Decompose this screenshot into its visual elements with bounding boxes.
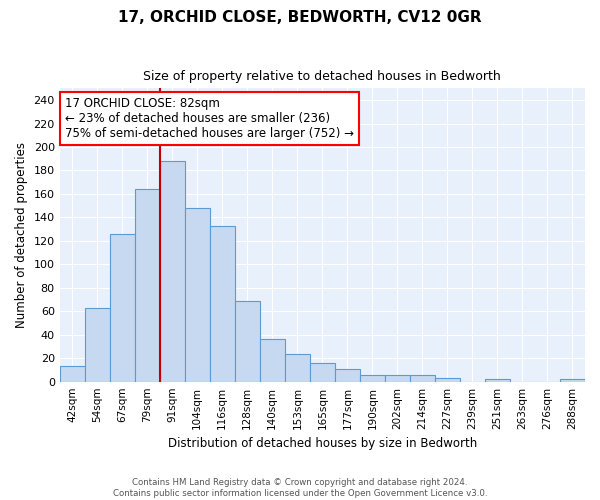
Bar — [85, 308, 110, 382]
Bar — [210, 226, 235, 382]
Bar — [160, 161, 185, 382]
Text: 17, ORCHID CLOSE, BEDWORTH, CV12 0GR: 17, ORCHID CLOSE, BEDWORTH, CV12 0GR — [118, 10, 482, 25]
Y-axis label: Number of detached properties: Number of detached properties — [15, 142, 28, 328]
Bar — [385, 374, 410, 382]
Bar — [485, 380, 510, 382]
Bar — [410, 374, 435, 382]
Text: 17 ORCHID CLOSE: 82sqm
← 23% of detached houses are smaller (236)
75% of semi-de: 17 ORCHID CLOSE: 82sqm ← 23% of detached… — [65, 97, 354, 140]
Bar — [185, 208, 210, 382]
Title: Size of property relative to detached houses in Bedworth: Size of property relative to detached ho… — [143, 70, 501, 83]
Bar — [235, 300, 260, 382]
Text: Contains HM Land Registry data © Crown copyright and database right 2024.
Contai: Contains HM Land Registry data © Crown c… — [113, 478, 487, 498]
Bar — [435, 378, 460, 382]
Bar — [260, 340, 285, 382]
Bar — [360, 374, 385, 382]
Bar — [335, 369, 360, 382]
Bar — [310, 363, 335, 382]
Bar — [285, 354, 310, 382]
Bar — [59, 366, 85, 382]
X-axis label: Distribution of detached houses by size in Bedworth: Distribution of detached houses by size … — [168, 437, 477, 450]
Bar — [135, 189, 160, 382]
Bar — [560, 380, 585, 382]
Bar — [110, 234, 135, 382]
